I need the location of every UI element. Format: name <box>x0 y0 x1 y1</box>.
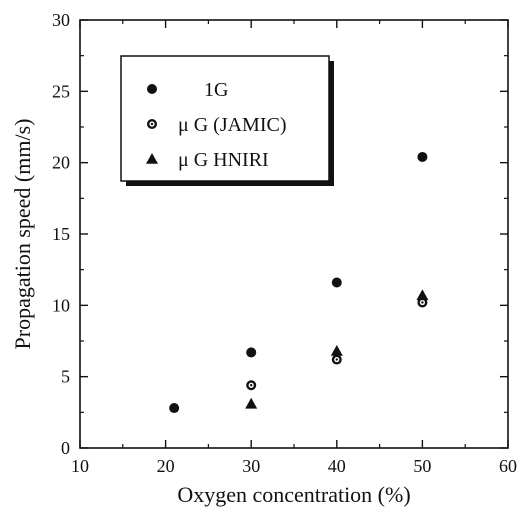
y-tick-label: 20 <box>52 153 70 173</box>
x-axis-ticks: 10 20 30 40 50 60 <box>71 20 517 476</box>
legend-label: 1G <box>204 79 228 101</box>
x-axis-title: Oxygen concentration (%) <box>177 482 410 507</box>
data-point <box>331 277 342 288</box>
x-tick-label: 10 <box>71 456 89 476</box>
x-tick-label: 30 <box>242 456 260 476</box>
legend-marker <box>147 84 157 94</box>
data-point <box>416 289 429 301</box>
y-axis-ticks: 0 5 10 15 20 25 30 <box>52 10 508 458</box>
data-point <box>169 403 180 414</box>
x-tick-label: 50 <box>413 456 431 476</box>
series-3 <box>245 289 429 409</box>
y-tick-label: 25 <box>52 81 70 101</box>
legend-items: 1G μ G (JAMIC) μ G HNIRI <box>146 79 287 171</box>
data-point <box>245 397 258 409</box>
data-point <box>331 354 342 365</box>
legend-label: μ G (JAMIC) <box>178 114 287 136</box>
series-2 <box>246 297 428 391</box>
series-1 <box>169 151 428 414</box>
legend-marker-center <box>150 122 154 126</box>
data-point-center <box>421 301 424 304</box>
legend-marker <box>147 119 157 129</box>
data-point <box>246 347 257 358</box>
legend-label: μ G HNIRI <box>178 149 269 171</box>
x-tick-label: 40 <box>328 456 346 476</box>
y-tick-label: 15 <box>52 224 70 244</box>
legend-item: μ G (JAMIC) <box>147 114 287 136</box>
y-axis-title: Propagation speed (mm/s) <box>10 119 35 350</box>
x-tick-label: 60 <box>499 456 517 476</box>
data-point <box>330 344 343 356</box>
legend-item: μ G HNIRI <box>146 149 269 171</box>
data-point-center <box>335 358 338 361</box>
legend-marker <box>146 153 158 164</box>
legend-item: 1G <box>147 79 228 101</box>
data-point <box>417 151 428 162</box>
y-tick-label: 30 <box>52 10 70 30</box>
legend: 1G μ G (JAMIC) μ G HNIRI <box>120 55 334 186</box>
data-point-center <box>250 384 253 387</box>
y-tick-label: 5 <box>61 367 70 387</box>
y-tick-label: 0 <box>61 438 70 458</box>
y-tick-label: 10 <box>52 295 70 315</box>
data-point <box>246 380 257 391</box>
data-points <box>169 151 429 414</box>
x-tick-label: 20 <box>157 456 175 476</box>
